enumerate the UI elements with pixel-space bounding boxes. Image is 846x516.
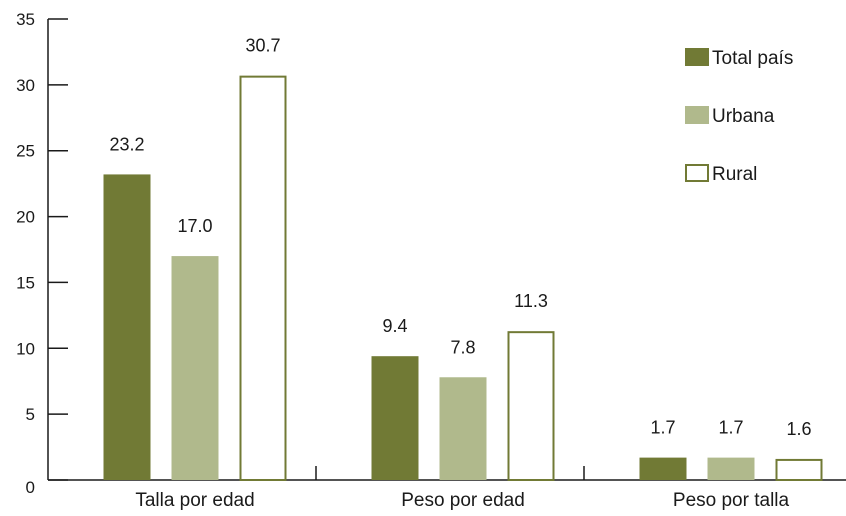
bar: [103, 174, 151, 480]
bar-value-label: 11.3: [514, 291, 548, 311]
bar: [775, 458, 823, 482]
bar-value-label: 30.7: [245, 36, 280, 56]
bar-value-label: 17.0: [177, 216, 212, 236]
bar-value-label: 23.2: [109, 134, 144, 154]
bar: [507, 331, 555, 482]
bar: [707, 457, 755, 480]
legend-swatch: [685, 48, 709, 66]
bar: [639, 457, 687, 480]
bar-value-label: 1.7: [718, 418, 743, 438]
y-tick-label: 25: [16, 142, 35, 161]
y-tick-label: 35: [16, 10, 35, 29]
legend-swatch: [685, 164, 709, 182]
y-tick-label: 0: [26, 478, 35, 497]
legend-label: Rural: [712, 164, 757, 185]
x-category-label: Talla por edad: [135, 490, 254, 511]
bar: [439, 377, 487, 480]
y-tick-label: 30: [16, 76, 35, 95]
bar-value-label: 1.7: [650, 418, 675, 438]
bar: [239, 75, 287, 481]
x-category-label: Peso por talla: [673, 490, 790, 511]
bar: [371, 356, 419, 480]
legend-label: Urbana: [712, 106, 775, 127]
y-tick-label: 5: [26, 405, 35, 424]
bar-value-label: 7.8: [450, 337, 475, 357]
bar-value-label: 9.4: [382, 316, 407, 336]
x-category-label: Peso por edad: [401, 490, 525, 511]
legend-label: Total país: [712, 48, 793, 69]
y-tick-label: 20: [16, 208, 35, 227]
legend-swatch: [685, 106, 709, 124]
y-tick-label: 10: [16, 339, 35, 358]
bar: [171, 256, 219, 480]
y-tick-label: 15: [16, 273, 35, 292]
bar-value-label: 1.6: [786, 419, 811, 439]
